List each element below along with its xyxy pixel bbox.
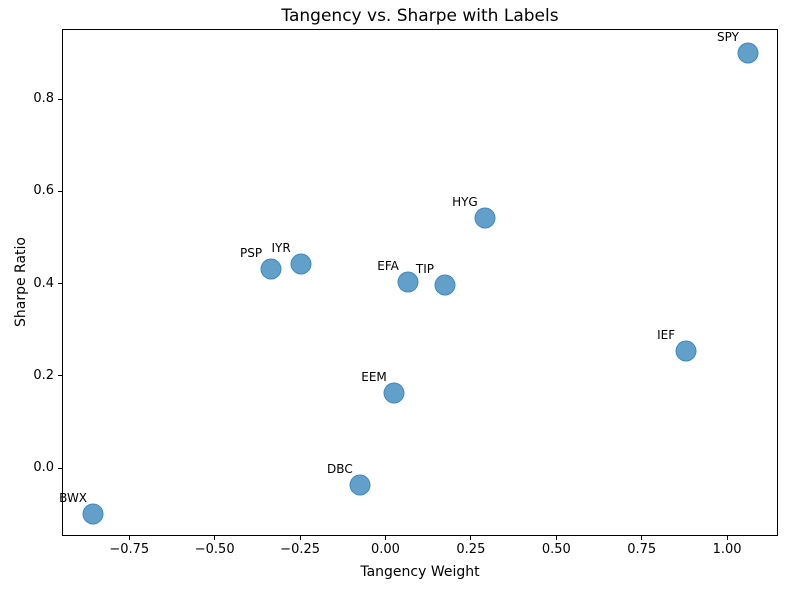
y-tick-label: 0.4 [33, 275, 54, 291]
scatter-point-DBC [349, 474, 371, 496]
point-label-TIP: TIP [415, 262, 434, 277]
y-axis-label: Sharpe Ratio [13, 237, 29, 327]
plot-area [62, 29, 778, 536]
point-label-DBC: DBC [327, 462, 353, 477]
x-tick-label: 1.00 [712, 542, 742, 557]
point-label-EEM: EEM [361, 369, 387, 384]
x-tick-label: 0.50 [541, 542, 571, 557]
scatter-point-PSP [260, 258, 282, 280]
scatter-point-SPY [737, 42, 759, 64]
scatter-point-IYR [290, 253, 312, 275]
x-tick-label: −0.50 [194, 542, 235, 557]
x-tick-label: 0.75 [627, 542, 657, 557]
y-tick-mark [58, 375, 62, 377]
point-label-HYG: HYG [452, 195, 478, 210]
point-label-IYR: IYR [271, 241, 291, 256]
x-tick-mark [214, 536, 216, 540]
y-tick-label: 0.8 [33, 91, 54, 107]
point-label-IEF: IEF [657, 328, 676, 342]
x-axis-label: Tangency Weight [360, 564, 480, 580]
x-tick-mark [299, 536, 301, 540]
x-tick-mark [641, 536, 643, 540]
scatter-point-IEF [675, 340, 697, 362]
x-tick-mark [726, 536, 728, 540]
point-label-PSP: PSP [240, 246, 263, 261]
point-label-EFA: EFA [377, 259, 399, 274]
y-tick-label: 0.2 [33, 367, 54, 383]
x-tick-label: 0.00 [371, 542, 400, 557]
scatter-point-EFA [397, 271, 419, 293]
scatter-point-HYG [474, 207, 496, 229]
scatter-point-TIP [434, 274, 456, 296]
y-tick-label: 0.6 [33, 183, 54, 199]
y-tick-mark [58, 190, 62, 192]
point-label-BWX: BWX [59, 491, 88, 506]
x-tick-label: 0.25 [456, 542, 486, 557]
chart-title: Tangency vs. Sharpe with Labels [281, 6, 559, 26]
point-label-SPY: SPY [716, 30, 739, 45]
x-tick-mark [128, 536, 130, 540]
y-tick-mark [58, 98, 62, 100]
y-tick-label: 0.0 [33, 460, 54, 476]
x-tick-mark [555, 536, 557, 540]
y-tick-mark [58, 283, 62, 285]
x-tick-mark [470, 536, 472, 540]
x-tick-label: −0.25 [280, 542, 321, 557]
y-tick-mark [58, 467, 62, 469]
scatter-point-BWX [82, 503, 104, 525]
x-tick-label: −0.75 [109, 542, 150, 557]
x-tick-mark [384, 536, 386, 540]
scatter-point-EEM [383, 382, 405, 404]
